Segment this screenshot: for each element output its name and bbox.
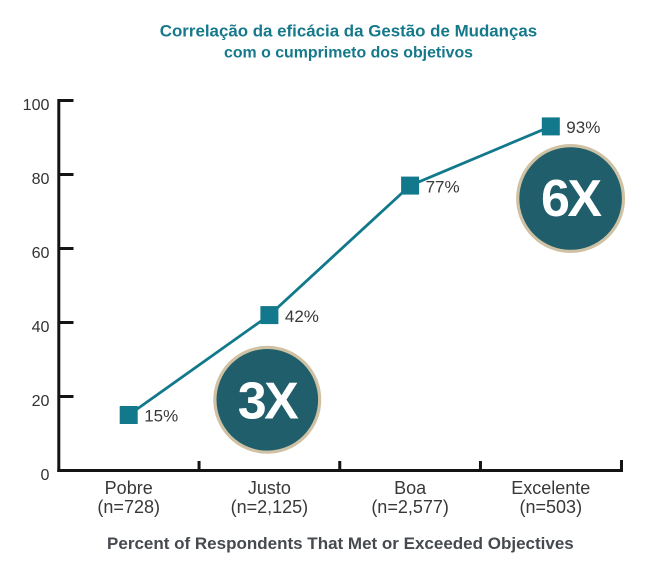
svg-text:100: 100 [23,96,50,114]
svg-text:60: 60 [32,244,50,262]
svg-text:80: 80 [32,170,50,188]
svg-text:40: 40 [32,318,50,336]
svg-text:(n=503): (n=503) [520,497,583,517]
svg-text:93%: 93% [566,118,600,137]
svg-text:0: 0 [41,466,50,484]
svg-text:Correlação da eficácia da Gest: Correlação da eficácia da Gestão de Muda… [160,21,537,40]
svg-text:Pobre: Pobre [105,478,153,498]
svg-text:Excelente: Excelente [511,478,590,498]
svg-text:20: 20 [32,392,50,410]
svg-text:(n=2,125): (n=2,125) [231,497,309,517]
svg-text:Justo: Justo [248,478,291,498]
svg-text:3X: 3X [238,373,299,431]
svg-text:6X: 6X [541,170,602,228]
svg-text:com o cumprimeto dos objetivos: com o cumprimeto dos objetivos [224,45,473,62]
svg-text:77%: 77% [426,177,460,196]
svg-text:15%: 15% [144,407,178,426]
svg-text:(n=2,577): (n=2,577) [371,497,449,517]
svg-text:(n=728): (n=728) [97,497,160,517]
svg-text:42%: 42% [285,307,319,326]
svg-text:Percent of Respondents That Me: Percent of Respondents That Met or Excee… [107,534,574,553]
svg-text:Boa: Boa [394,478,427,498]
